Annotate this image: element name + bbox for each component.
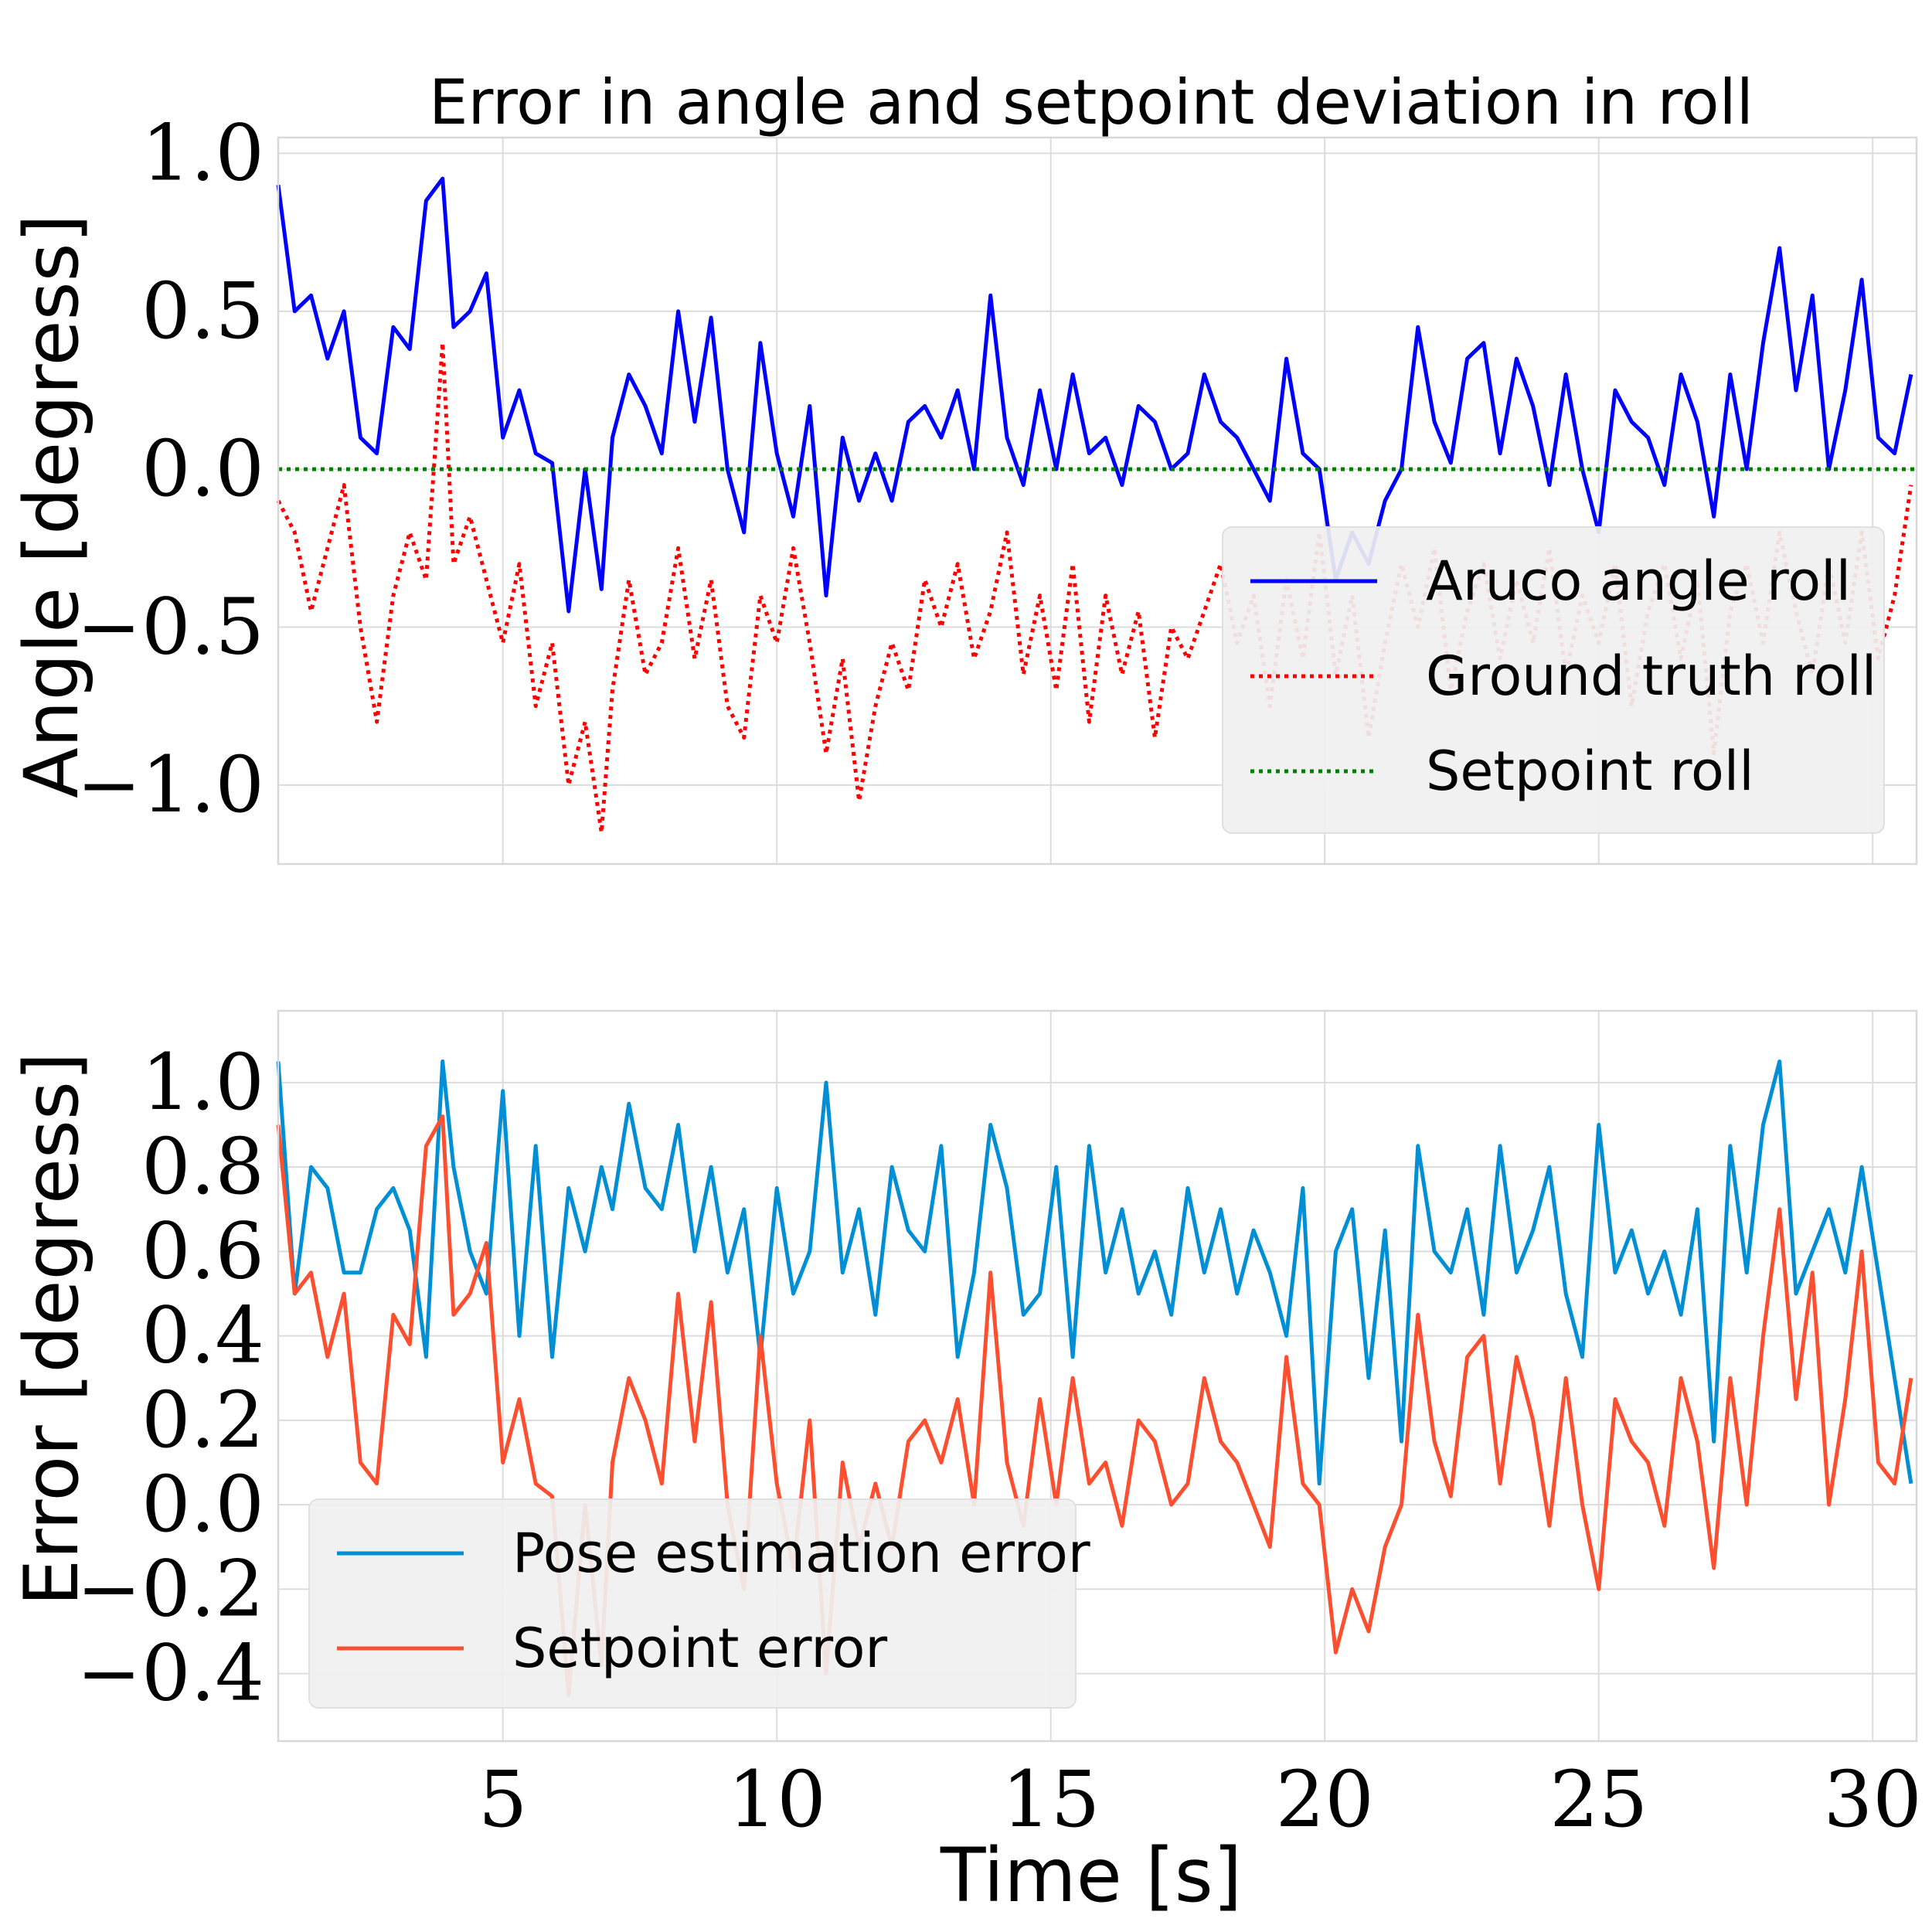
x-tick-label: 15	[1002, 1754, 1100, 1845]
y-tick-label: 0.8	[141, 1121, 264, 1212]
y-tick-label: 1.0	[141, 1037, 264, 1128]
error-legend-box	[308, 1498, 1077, 1709]
y-tick-label: 1.0	[141, 107, 264, 198]
x-tick-label: 30	[1824, 1754, 1922, 1845]
legend-label-aruco: Aruco angle roll	[1426, 549, 1851, 613]
angle-legend: Aruco angle roll Ground truth roll Setpo…	[1222, 526, 1885, 834]
y-tick-label: −0.2	[77, 1543, 264, 1634]
x-axis-label: Time [s]	[940, 1832, 1242, 1919]
chart-title: Error in angle and setpoint deviation in…	[429, 66, 1753, 138]
error-y-tick-labels: −0.4−0.20.00.20.40.60.81.0	[77, 1037, 264, 1719]
error-series-lines	[276, 1060, 1913, 1697]
legend-label-setpoint-error: Setpoint error	[512, 1617, 887, 1680]
y-tick-label: 0.5	[141, 266, 264, 356]
error-panel: Error [degress] Time [s] −0.4−0.20.00.20…	[9, 1009, 1922, 1919]
x-tick-label: 25	[1549, 1754, 1648, 1845]
angle-legend-box	[1222, 526, 1885, 834]
angle-y-axis-label: Angle [degress]	[9, 214, 95, 798]
angle-panel: Error in angle and setpoint deviation in…	[9, 66, 1918, 866]
legend-label-ground-truth: Ground truth roll	[1426, 645, 1876, 708]
error-plot-frame	[277, 1009, 1918, 1743]
x-tick-label: 20	[1276, 1754, 1374, 1845]
angle-plot-frame	[277, 136, 1918, 866]
legend-label-setpoint: Setpoint roll	[1426, 740, 1754, 803]
legend-label-pose: Pose estimation error	[512, 1522, 1090, 1585]
y-tick-label: 0.2	[141, 1375, 264, 1465]
series-line-setpoint-error	[276, 1114, 1913, 1697]
y-tick-label: 0.0	[141, 1459, 264, 1549]
y-tick-label: 0.4	[141, 1291, 264, 1381]
y-tick-label: 0.6	[141, 1206, 264, 1296]
y-tick-label: −0.5	[77, 581, 264, 672]
error-y-axis-label: Error [degress]	[9, 1053, 95, 1607]
x-tick-labels: 5 10 15 20 25 30	[478, 1754, 1922, 1845]
y-tick-label: −1.0	[77, 740, 264, 830]
angle-y-tick-labels: −1.0 −0.5 0.0 0.5 1.0	[77, 107, 264, 829]
y-tick-label: −0.4	[77, 1628, 264, 1719]
y-tick-label: 0.0	[141, 423, 264, 514]
series-line-pose-estimation-error	[276, 1060, 1913, 1486]
x-tick-label: 10	[728, 1754, 826, 1845]
series-line-aruco-angle-roll	[276, 176, 1913, 614]
x-tick-label: 5	[478, 1754, 528, 1845]
error-legend: Pose estimation error Setpoint error	[308, 1498, 1090, 1709]
